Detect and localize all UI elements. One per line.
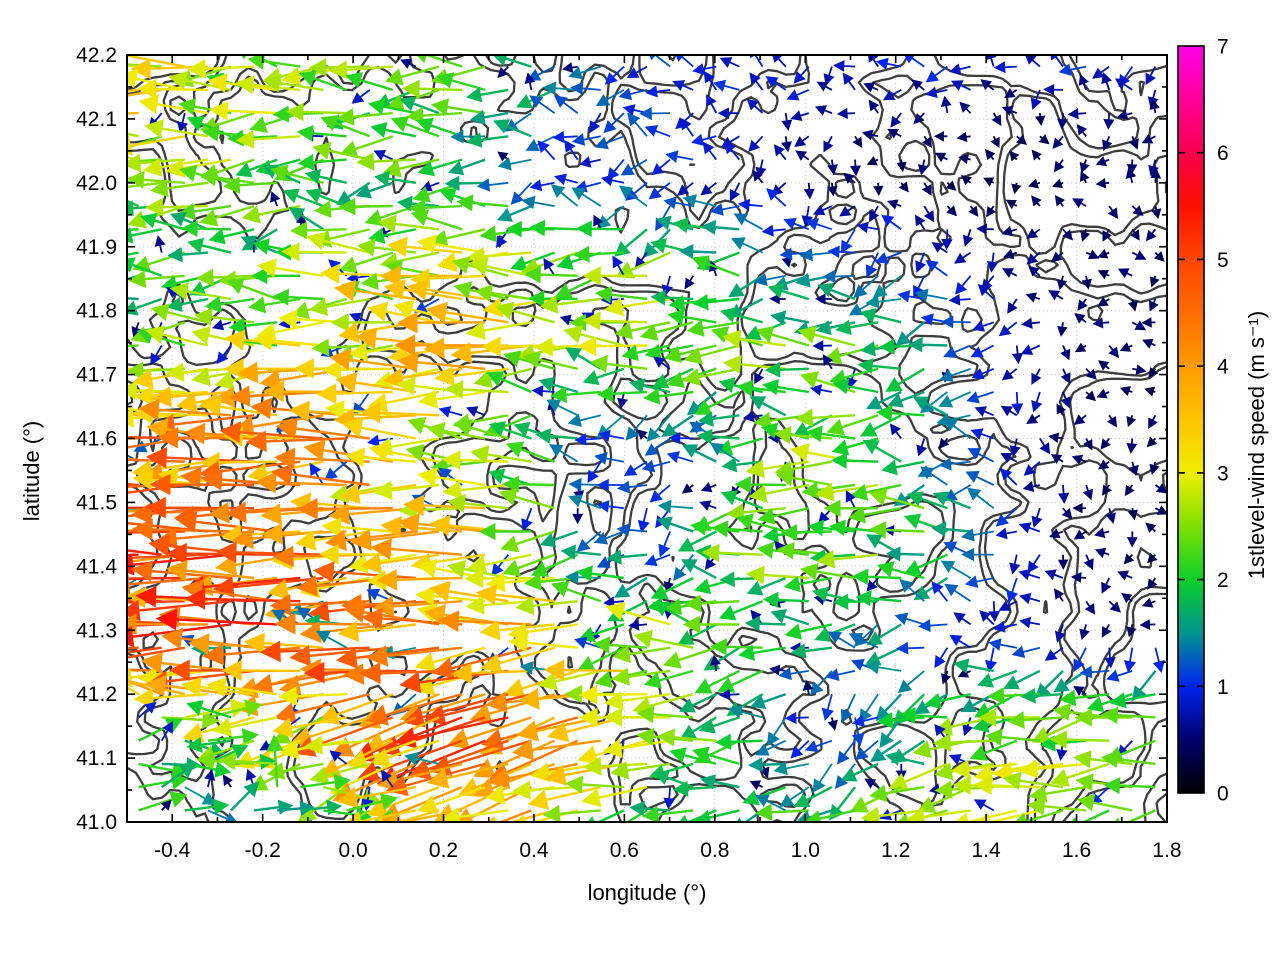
colorbar: 0 1 2 3 4 5 6 7 <box>1177 36 1229 806</box>
x-tick-label: 0.8 <box>700 839 729 862</box>
y-tick-label: 41.4 <box>76 555 117 578</box>
y-tick-label: 41.2 <box>76 683 117 706</box>
x-tick-label: 0.0 <box>338 839 367 862</box>
colorbar-tick-label: 1 <box>1217 676 1229 699</box>
x-axis-label: longitude (°) <box>587 880 707 905</box>
y-tick-label: 41.9 <box>76 236 117 259</box>
x-tick-label: 1.4 <box>971 839 1001 862</box>
y-tick-label: 42.2 <box>76 44 117 67</box>
colorbar-tick-label: 4 <box>1217 356 1229 379</box>
x-tick-label: 1.6 <box>1062 839 1091 862</box>
vector-field <box>127 55 1167 822</box>
colorbar-tick-label: 2 <box>1217 569 1229 592</box>
y-tick-label: 41.6 <box>76 428 117 451</box>
x-axis: -0.4 -0.2 0.0 0.2 0.4 0.6 0.8 1.0 1.2 1.4 1.6 1.8 <box>154 55 1182 862</box>
y-tick-label: 41.7 <box>76 364 117 387</box>
x-tick-label: 1.2 <box>881 839 910 862</box>
y-tick-label: 41.3 <box>76 619 117 642</box>
y-axis: 41.0 41.1 41.2 41.3 41.4 41.5 41.6 41.7 41.8 41.9… <box>76 44 1167 834</box>
x-tick-label: 0.4 <box>519 839 549 862</box>
x-tick-label: -0.4 <box>154 839 191 862</box>
y-tick-label: 42.1 <box>76 108 117 131</box>
y-axis-label: latitude (°) <box>19 420 44 522</box>
y-tick-label: 41.8 <box>76 300 117 323</box>
colorbar-label: 1stlevel-wind speed (m s⁻¹) <box>1244 310 1269 580</box>
x-tick-label: 0.2 <box>429 839 458 862</box>
colorbar-tick-label: 0 <box>1217 783 1229 806</box>
x-tick-label: 1.0 <box>791 839 820 862</box>
colorbar-tick-label: 7 <box>1217 36 1229 59</box>
y-tick-label: 41.1 <box>76 747 117 770</box>
colorbar-tick-label: 3 <box>1217 462 1229 485</box>
y-tick-label: 41.0 <box>76 811 117 834</box>
y-tick-label: 42.0 <box>76 172 117 195</box>
x-tick-label: 1.8 <box>1152 839 1181 862</box>
colorbar-tick-label: 5 <box>1217 249 1229 272</box>
x-tick-label: 0.6 <box>610 839 639 862</box>
y-tick-label: 41.5 <box>76 491 117 514</box>
colorbar-tick-label: 6 <box>1217 142 1229 165</box>
x-tick-label: -0.2 <box>245 839 281 862</box>
